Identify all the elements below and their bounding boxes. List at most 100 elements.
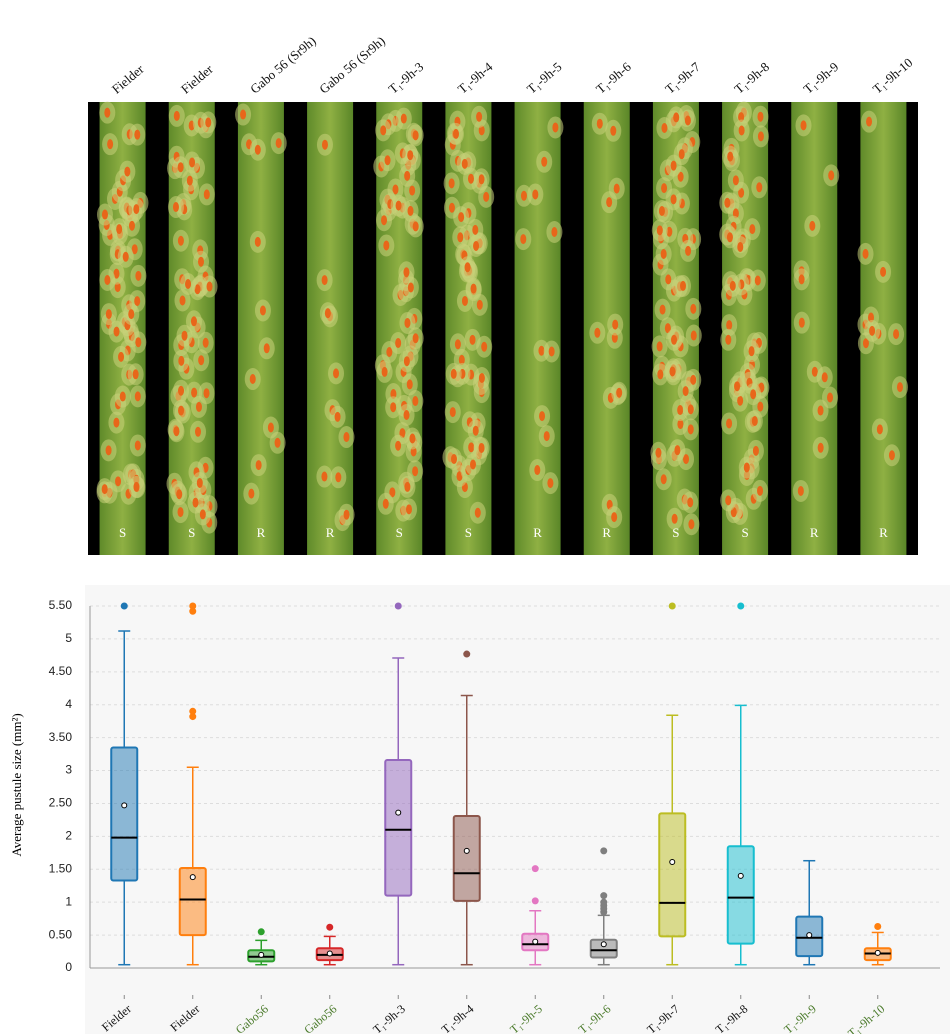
pustule [124, 166, 131, 177]
mean [121, 802, 128, 809]
pustule [380, 125, 387, 136]
pustule [666, 226, 673, 237]
pustule [132, 369, 139, 380]
pustule [381, 215, 388, 226]
pustule [729, 280, 736, 291]
pustule [450, 454, 457, 465]
pustule [893, 329, 900, 340]
pustule [683, 454, 690, 465]
pustule [267, 422, 274, 433]
y-tick-label: 0 [65, 960, 72, 974]
pustule [478, 373, 485, 384]
mean [395, 809, 402, 816]
pustule [478, 125, 485, 136]
pustule [690, 303, 697, 314]
y-tick-label: 4 [65, 697, 72, 711]
box [452, 814, 481, 902]
pustule [687, 404, 694, 415]
pustule [178, 355, 185, 366]
pustule [202, 337, 209, 348]
pustule [539, 411, 546, 422]
outlier [326, 923, 334, 931]
pustule [177, 507, 184, 518]
y-tick-label: 3 [65, 763, 72, 777]
pustule [134, 440, 141, 451]
pustule [116, 224, 123, 235]
pustule [880, 266, 887, 277]
pustule [677, 405, 684, 416]
pustule [534, 465, 541, 476]
pustule [248, 488, 255, 499]
pustule [656, 341, 663, 352]
pustule [657, 369, 664, 380]
pustule [274, 437, 281, 448]
pustule [725, 334, 732, 345]
pustule [134, 296, 141, 307]
pustule [458, 212, 465, 223]
pustule [596, 118, 603, 129]
pustule [177, 235, 184, 246]
mean [532, 938, 539, 945]
pustule [680, 280, 687, 291]
box [384, 759, 413, 897]
pustule [664, 323, 671, 334]
pustule [403, 267, 410, 278]
pustule [821, 372, 828, 383]
photo-label: T₁-9h-6 [593, 59, 634, 97]
pustule [673, 112, 680, 123]
pustule [734, 381, 741, 392]
outlier [600, 898, 608, 906]
pustule [478, 442, 485, 453]
photo-label: T₁-9h-3 [385, 59, 426, 97]
outlier [463, 650, 471, 658]
pustule [470, 283, 477, 294]
pustule [532, 189, 539, 200]
pustule [449, 407, 456, 418]
pustule [520, 190, 527, 201]
pustule [409, 185, 416, 196]
photo-label: Gabo 56 (Sr9h) [316, 33, 388, 96]
pustule [384, 155, 391, 166]
box [726, 845, 755, 945]
pustule [395, 200, 402, 211]
response-label: R [533, 525, 542, 540]
pustule [661, 122, 668, 133]
pustule [685, 245, 692, 256]
y-tick-label: 5 [65, 631, 72, 645]
pustule [472, 224, 479, 235]
pustule [118, 351, 125, 362]
pustule [757, 131, 764, 142]
pustule [669, 366, 676, 377]
pustule [403, 410, 410, 421]
pustule [828, 170, 835, 181]
pustule [254, 236, 261, 247]
pustule [343, 432, 350, 443]
box [589, 938, 618, 959]
mean [806, 932, 813, 939]
y-tick-label: 2 [65, 829, 72, 843]
pustule [862, 338, 869, 349]
pustule [687, 497, 694, 508]
pustule [749, 224, 756, 235]
pustule [249, 374, 256, 385]
pustule [101, 209, 108, 220]
pustule [738, 125, 745, 136]
pustule [748, 346, 755, 357]
pustule [199, 509, 206, 520]
pustule [661, 183, 668, 194]
pustule [616, 387, 623, 398]
pustule [240, 109, 247, 120]
response-label: R [326, 525, 335, 540]
pustule [178, 385, 185, 396]
pustule [727, 151, 734, 162]
pustule [817, 442, 824, 453]
y-tick-label: 5.50 [49, 598, 73, 612]
pustule [725, 495, 732, 506]
pustule [195, 401, 202, 412]
response-label: S [119, 525, 126, 540]
outlier [189, 707, 197, 715]
pustule [134, 129, 141, 140]
pustule [752, 445, 759, 456]
pustule [203, 388, 210, 399]
pustule [750, 389, 757, 400]
